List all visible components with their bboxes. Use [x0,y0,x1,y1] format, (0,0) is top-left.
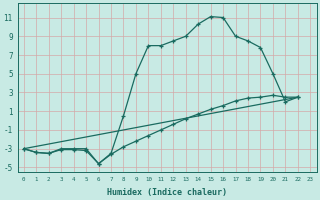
X-axis label: Humidex (Indice chaleur): Humidex (Indice chaleur) [107,188,227,197]
